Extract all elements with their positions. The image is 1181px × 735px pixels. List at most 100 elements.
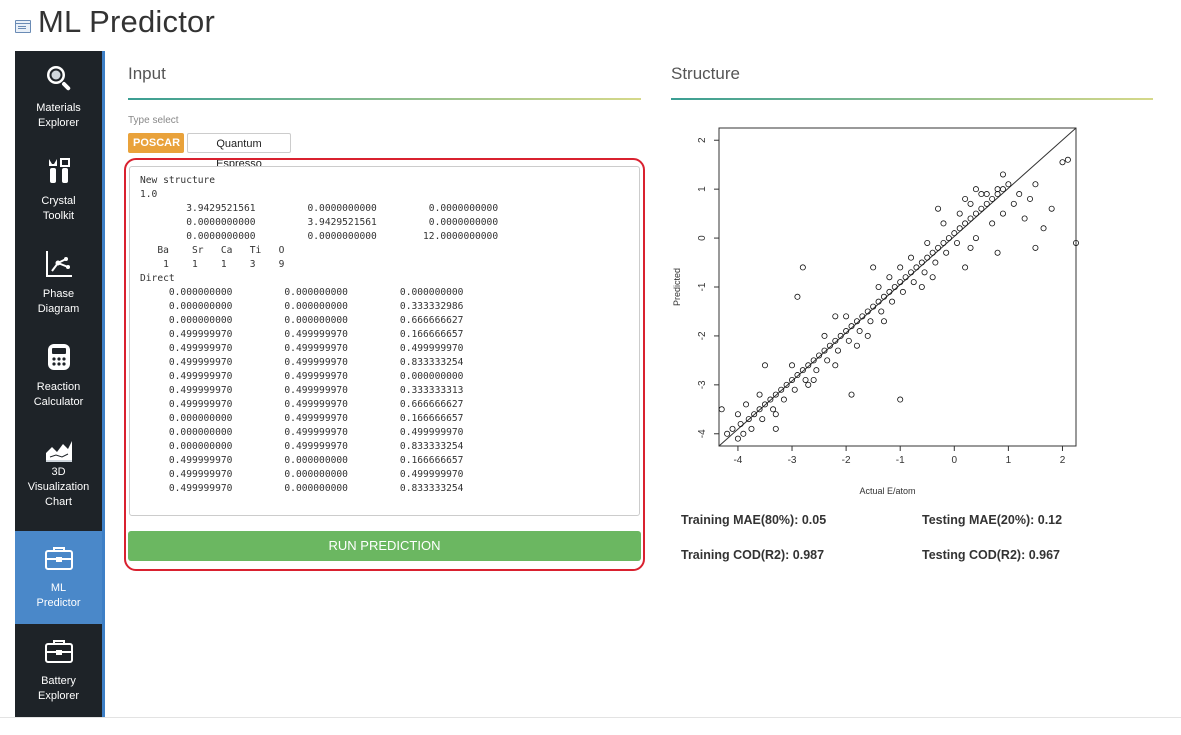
type-select-label: Type select xyxy=(128,115,179,126)
data-point xyxy=(761,362,768,369)
data-point xyxy=(810,376,817,383)
training-cod: Training COD(R2): 0.987 xyxy=(681,548,825,562)
data-point xyxy=(967,215,974,222)
data-point xyxy=(789,376,796,383)
data-point xyxy=(837,332,844,339)
data-point xyxy=(848,391,855,398)
sidebar-item-label: Explorer xyxy=(38,117,79,129)
testing-cod: Testing COD(R2): 0.967 xyxy=(922,548,1060,562)
data-point xyxy=(999,210,1006,217)
sidebar-item-ml-predictor[interactable]: ML Predictor xyxy=(15,531,102,624)
sidebar-item-reaction-calculator[interactable]: Reaction Calculator xyxy=(15,330,102,423)
y-tick-label: -1 xyxy=(697,282,708,291)
structure-divider xyxy=(671,98,1153,100)
data-point xyxy=(864,308,871,315)
data-point xyxy=(924,254,931,261)
data-point xyxy=(951,230,958,237)
data-point xyxy=(870,264,877,271)
y-tick-label: 0 xyxy=(697,235,708,241)
data-point xyxy=(734,435,741,442)
data-point xyxy=(816,352,823,359)
data-point xyxy=(886,288,893,295)
data-point xyxy=(1005,181,1012,188)
data-point xyxy=(853,318,860,325)
data-point xyxy=(880,293,887,300)
data-point xyxy=(1021,215,1028,222)
data-point xyxy=(1032,181,1039,188)
sidebar-item-label: Calculator xyxy=(33,396,84,408)
input-divider xyxy=(128,98,641,100)
input-panel-title: Input xyxy=(128,64,166,83)
data-point xyxy=(940,220,947,227)
sidebar-item-materials-explorer[interactable]: Materials Explorer xyxy=(15,51,102,144)
data-point xyxy=(994,191,1001,198)
data-point xyxy=(824,357,831,364)
data-point xyxy=(821,347,828,354)
data-point xyxy=(989,195,996,202)
y-tick-label: 2 xyxy=(697,137,708,143)
data-point xyxy=(794,372,801,379)
data-point xyxy=(789,362,796,369)
data-point xyxy=(802,376,809,383)
data-point xyxy=(956,225,963,232)
x-tick-label: -4 xyxy=(733,455,742,466)
toolbox-icon xyxy=(45,640,73,663)
data-point xyxy=(799,264,806,271)
data-point xyxy=(832,337,839,344)
data-point xyxy=(870,303,877,310)
page-title: ML Predictor xyxy=(38,4,215,39)
data-point xyxy=(897,279,904,286)
sidebar-item-label: Reaction xyxy=(36,381,81,393)
data-point xyxy=(1027,195,1034,202)
data-point xyxy=(759,416,766,423)
tools-icon xyxy=(49,158,70,183)
data-point xyxy=(913,264,920,271)
sidebar-item-crystal-toolkit[interactable]: Crystal Toolkit xyxy=(15,144,102,237)
calculator-icon xyxy=(48,344,70,370)
sidebar-item-label: Visualization xyxy=(27,481,90,493)
data-point xyxy=(932,259,939,266)
data-point xyxy=(740,430,747,437)
data-point xyxy=(772,391,779,398)
sidebar-item-battery-explorer[interactable]: Battery Explorer xyxy=(15,624,102,717)
run-prediction-button[interactable]: RUN PREDICTION xyxy=(128,531,641,561)
data-point xyxy=(853,342,860,349)
sidebar-item-label: Crystal xyxy=(41,195,76,207)
y-axis-label: Predicted xyxy=(672,268,682,306)
data-point xyxy=(1072,239,1079,246)
data-point xyxy=(994,249,1001,256)
data-point xyxy=(962,220,969,227)
data-point xyxy=(826,342,833,349)
structure-input[interactable]: New structure 1.0 3.9429521561 0.0000000… xyxy=(129,166,640,516)
data-point xyxy=(799,367,806,374)
data-point xyxy=(848,323,855,330)
data-point xyxy=(921,269,928,276)
data-point xyxy=(748,425,755,432)
data-point xyxy=(989,220,996,227)
data-point xyxy=(875,283,882,290)
data-point xyxy=(908,254,915,261)
data-point xyxy=(805,381,812,388)
sidebar-item-3d-visualization-chart[interactable]: 3D Visualization Chart xyxy=(15,423,102,516)
data-point xyxy=(972,210,979,217)
type-poscar-button[interactable]: POSCAR xyxy=(128,133,184,153)
data-point xyxy=(924,239,931,246)
data-point xyxy=(772,411,779,418)
data-point xyxy=(899,288,906,295)
y-tick-label: -3 xyxy=(697,380,708,389)
data-point xyxy=(1032,244,1039,251)
parity-scatter-chart: -4 -3 -2 -1 0 1 2 -4 -3 -2 -1 0 1 2 Actual E/atom Predi… xyxy=(672,127,1079,496)
sidebar-item-phase-diagram[interactable]: Phase Diagram xyxy=(15,237,102,330)
data-point xyxy=(1040,225,1047,232)
data-point xyxy=(935,205,942,212)
sidebar-item-label: Materials xyxy=(36,102,81,114)
data-point xyxy=(756,391,763,398)
sidebar-item-label: ML xyxy=(50,582,67,594)
data-point xyxy=(929,249,936,256)
data-point xyxy=(1016,191,1023,198)
type-quantum-espresso-button[interactable]: Quantum Espresso xyxy=(187,133,291,170)
sidebar: Materials Explorer Crystal Toolkit Phase… xyxy=(15,51,102,717)
data-point xyxy=(1048,205,1055,212)
data-point xyxy=(751,411,758,418)
data-point xyxy=(832,313,839,320)
